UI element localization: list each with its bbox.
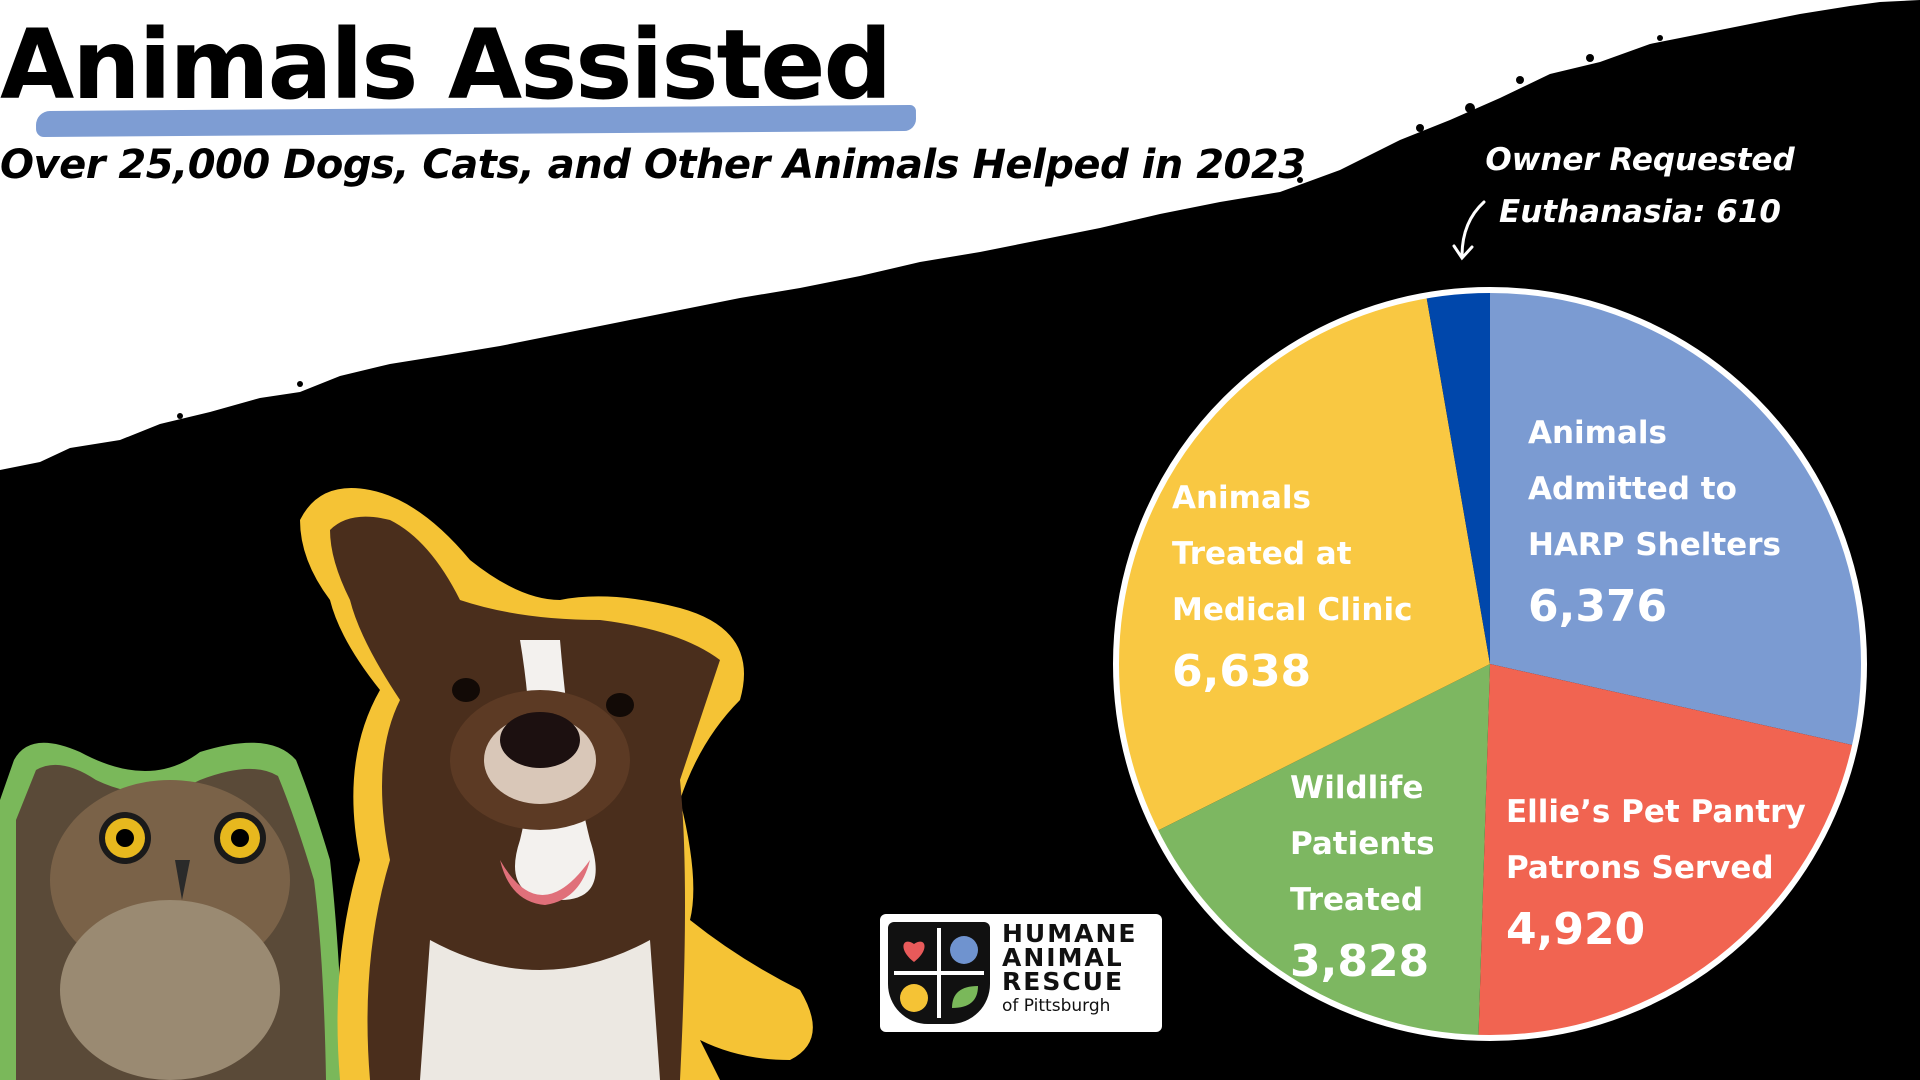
logo-line-2: ANIMAL [1002,943,1124,972]
label-clinic-value: 6,638 [1172,646,1312,697]
callout-arrow [1460,200,1486,258]
label-wildlife-line-1: Wildlife [1290,770,1424,806]
page-subtitle: Over 25,000 Dogs, Cats, and Other Animal… [0,142,1306,188]
label-shelters-line-3: HARP Shelters [1528,527,1781,563]
label-shelters-line-1: Animals [1528,415,1667,451]
logo-text: HUMANE ANIMAL RESCUE of Pittsburgh [1002,919,1138,1018]
label-pantry-line-1: Ellie’s Pet Pantry [1506,794,1806,830]
pie-slice-0 [1490,290,1864,746]
label-clinic-line-1: Animals [1172,480,1311,516]
pie-slice-1 [1478,664,1855,1039]
cat-face-icon [900,984,928,1012]
logo-line-3: RESCUE [1002,967,1125,996]
label-clinic: Animals Treated at Medical Clinic 6,638 [1172,470,1412,702]
heart-icon [903,941,925,962]
callout-arrowhead [1452,244,1474,261]
label-pantry: Ellie’s Pet Pantry Patrons Served 4,920 [1506,784,1806,960]
dog-photo [300,488,813,1080]
label-wildlife-line-2: Patients [1290,826,1435,862]
pie-slice-2 [1155,664,1490,1038]
label-wildlife-line-3: Treated [1290,882,1424,918]
label-pantry-value: 4,920 [1506,904,1646,955]
label-wildlife: Wildlife Patients Treated 3,828 [1290,760,1435,992]
paw-icon [950,936,978,964]
owl-photo [0,742,344,1080]
label-pantry-line-2: Patrons Served [1506,850,1774,886]
pie-slice-3 [1116,295,1490,832]
callout-line-2: Euthanasia: 610 [1499,194,1781,230]
label-shelters-line-2: Admitted to [1528,471,1737,507]
callout-euthanasia: Owner Requested Euthanasia: 610 [1470,134,1810,238]
pie-outline [1113,287,1867,1041]
callout-line-1: Owner Requested [1485,142,1795,178]
label-clinic-line-2: Treated at [1172,536,1352,572]
logo-line-4: of Pittsburgh [1002,996,1111,1016]
pie-slice-4 [1426,290,1490,664]
page-title: Animals Assisted [0,9,892,121]
harp-logo: HUMANE ANIMAL RESCUE of Pittsburgh [880,914,1162,1032]
label-clinic-line-3: Medical Clinic [1172,592,1413,628]
label-shelters: Animals Admitted to HARP Shelters 6,376 [1528,405,1781,637]
logo-line-1: HUMANE [1002,919,1138,948]
logo-emblem [888,922,990,1024]
label-shelters-value: 6,376 [1528,581,1668,632]
leaf-icon [952,986,978,1008]
brush-splatter [177,35,1663,419]
label-wildlife-value: 3,828 [1290,936,1430,987]
